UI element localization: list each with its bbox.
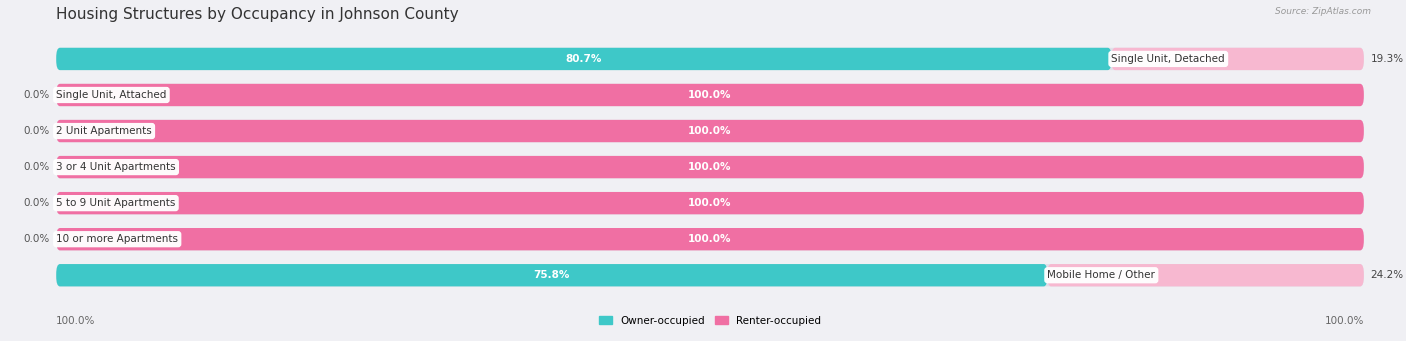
Text: 75.8%: 75.8% xyxy=(534,270,569,280)
FancyBboxPatch shape xyxy=(56,48,1364,70)
Text: 0.0%: 0.0% xyxy=(24,126,49,136)
Text: 0.0%: 0.0% xyxy=(24,198,49,208)
FancyBboxPatch shape xyxy=(56,192,1364,214)
Text: Single Unit, Attached: Single Unit, Attached xyxy=(56,90,167,100)
Text: 100.0%: 100.0% xyxy=(689,126,731,136)
FancyBboxPatch shape xyxy=(56,192,1364,214)
Text: Housing Structures by Occupancy in Johnson County: Housing Structures by Occupancy in Johns… xyxy=(56,7,458,22)
FancyBboxPatch shape xyxy=(1047,264,1364,286)
Text: 3 or 4 Unit Apartments: 3 or 4 Unit Apartments xyxy=(56,162,176,172)
FancyBboxPatch shape xyxy=(56,264,1364,286)
FancyBboxPatch shape xyxy=(56,84,1364,106)
FancyBboxPatch shape xyxy=(56,156,1364,178)
Text: Source: ZipAtlas.com: Source: ZipAtlas.com xyxy=(1275,7,1371,16)
Text: 100.0%: 100.0% xyxy=(689,198,731,208)
FancyBboxPatch shape xyxy=(1112,48,1364,70)
Text: 2 Unit Apartments: 2 Unit Apartments xyxy=(56,126,152,136)
Text: 19.3%: 19.3% xyxy=(1371,54,1403,64)
Text: Single Unit, Detached: Single Unit, Detached xyxy=(1112,54,1225,64)
Text: 100.0%: 100.0% xyxy=(56,315,96,326)
FancyBboxPatch shape xyxy=(56,156,1364,178)
Text: 0.0%: 0.0% xyxy=(24,90,49,100)
FancyBboxPatch shape xyxy=(56,120,1364,142)
Text: 100.0%: 100.0% xyxy=(689,162,731,172)
FancyBboxPatch shape xyxy=(56,264,1047,286)
FancyBboxPatch shape xyxy=(56,84,1364,106)
Text: 0.0%: 0.0% xyxy=(24,162,49,172)
Text: Mobile Home / Other: Mobile Home / Other xyxy=(1047,270,1156,280)
Legend: Owner-occupied, Renter-occupied: Owner-occupied, Renter-occupied xyxy=(599,315,821,326)
FancyBboxPatch shape xyxy=(56,48,1112,70)
Text: 100.0%: 100.0% xyxy=(689,90,731,100)
Text: 100.0%: 100.0% xyxy=(1324,315,1364,326)
Text: 0.0%: 0.0% xyxy=(24,234,49,244)
Text: 10 or more Apartments: 10 or more Apartments xyxy=(56,234,179,244)
Text: 100.0%: 100.0% xyxy=(689,234,731,244)
FancyBboxPatch shape xyxy=(56,228,1364,250)
Text: 5 to 9 Unit Apartments: 5 to 9 Unit Apartments xyxy=(56,198,176,208)
Text: 24.2%: 24.2% xyxy=(1371,270,1403,280)
FancyBboxPatch shape xyxy=(56,228,1364,250)
FancyBboxPatch shape xyxy=(56,120,1364,142)
Text: 80.7%: 80.7% xyxy=(565,54,602,64)
